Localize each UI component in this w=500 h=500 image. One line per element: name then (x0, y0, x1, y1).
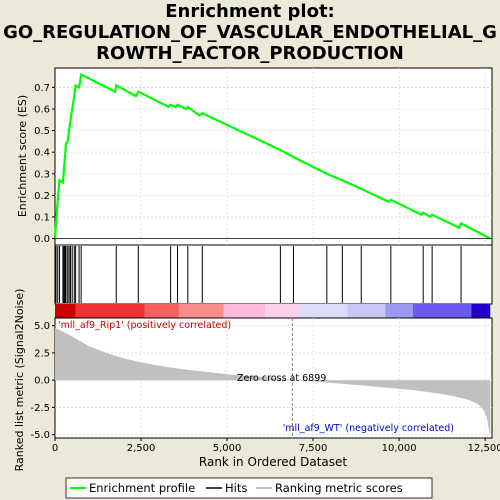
es-y-ticks: 0.0 0.1 0.2 0.3 0.4 0.5 0.6 0.7 (34, 83, 55, 245)
es-y-tick-label: 0.6 (34, 105, 50, 116)
ranking-colorbar (55, 304, 491, 318)
positive-correlation-label: 'mll_af9_Rip1' (positively correlated) (58, 320, 231, 331)
x-tick-label: 2,500 (127, 443, 156, 454)
legend-box (65, 477, 433, 499)
colorbar-segment (412, 304, 472, 318)
colorbar-segment (223, 304, 265, 318)
es-panel-frame (54, 67, 493, 246)
es-y-axis-label: Enrichment score (ES) (16, 95, 29, 217)
colorbar-segment (347, 304, 386, 318)
colorbar-segment (144, 304, 179, 318)
metric-y-tick-label: 0.0 (34, 376, 50, 387)
colorbar-segment (178, 304, 224, 318)
x-tick-label: 10,000 (382, 443, 417, 454)
title-line-1: Enrichment plot: (165, 1, 335, 22)
chart-title: Enrichment plot: GO_REGULATION_OF_VASCUL… (0, 1, 500, 64)
es-y-tick-label: 0.7 (34, 83, 50, 94)
x-tick-label: 12,500 (468, 443, 500, 454)
legend-metric-label: Ranking metric scores (275, 481, 403, 495)
es-y-tick-label: 0.4 (34, 148, 50, 159)
es-y-tick-label: 0.1 (34, 212, 50, 223)
title-line-2: GO_REGULATION_OF_VASCULAR_ENDOTHELIAL_G (3, 22, 497, 43)
es-y-tick-label: 0.2 (34, 191, 50, 202)
colorbar-segment (264, 304, 300, 318)
title-line-3: ROWTH_FACTOR_PRODUCTION (96, 43, 404, 64)
metric-y-tick-label: -2.5 (30, 403, 50, 414)
ranked-metric-area (55, 327, 491, 435)
colorbar-segment (471, 304, 491, 318)
metric-x-ticks: 0 2,500 5,000 7,500 10,000 12,500 (52, 438, 500, 454)
hit-markers (55, 246, 462, 303)
colorbar-segment (55, 304, 76, 318)
legend-es-label: Enrichment profile (89, 481, 195, 495)
hits-panel-frame (54, 244, 493, 305)
metric-y-axis-label: Ranked list metric (Signal2Noise) (13, 289, 26, 472)
enrichment-profile-line (53, 72, 491, 240)
legend: Enrichment profile Hits Ranking metric s… (65, 477, 433, 499)
x-tick-label: 0 (52, 443, 58, 454)
metric-y-tick-label: -5.0 (30, 430, 50, 441)
colorbar-segment (299, 304, 348, 318)
es-y-tick-label: 0.0 (34, 234, 50, 245)
metric-y-tick-label: 5.0 (34, 321, 50, 332)
x-tick-label: 7,500 (299, 443, 328, 454)
colorbar-segment (385, 304, 413, 318)
x-axis-label: Rank in Ordered Dataset (199, 455, 347, 469)
metric-y-ticks: -5.0 -2.5 0.0 2.5 5.0 (30, 321, 55, 441)
x-tick-label: 5,000 (213, 443, 242, 454)
metric-y-tick-label: 2.5 (34, 348, 50, 359)
negative-correlation-label: 'mll_af9_WT' (negatively correlated) (283, 423, 454, 434)
colorbar-segment (75, 304, 145, 318)
es-y-tick-label: 0.3 (34, 169, 50, 180)
es-y-tick-label: 0.5 (34, 126, 50, 137)
legend-hits-label: Hits (225, 481, 247, 495)
zero-cross-label: Zero cross at 6899 (237, 373, 326, 384)
